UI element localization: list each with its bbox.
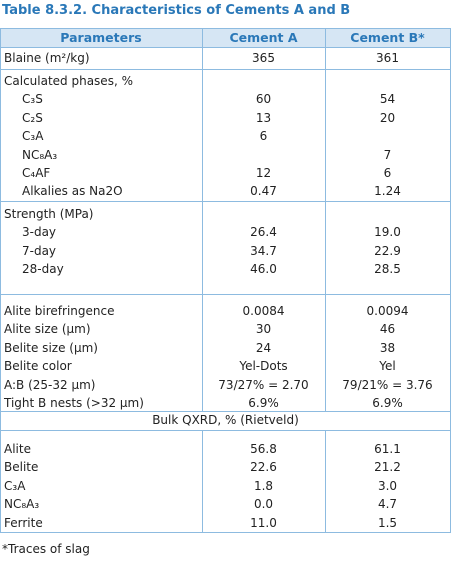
row-label: Blaine (m²/kg) xyxy=(4,51,90,65)
value-cell: 361 xyxy=(376,51,399,65)
column-divider xyxy=(325,28,326,48)
row-label: Belite color xyxy=(4,359,72,374)
header-cell: Cement B* xyxy=(350,30,425,45)
value-cell: 34.7 xyxy=(250,243,277,258)
row-label: Belite xyxy=(4,460,39,475)
row-label: C₃A xyxy=(4,478,26,493)
value-cell: 21.2 xyxy=(374,460,401,475)
value-cell: 6.9% xyxy=(248,396,279,410)
value-cell: 0.0094 xyxy=(366,304,409,318)
row-label: NC₈A₃ xyxy=(22,147,58,162)
row-label: NC₈A₃ xyxy=(4,497,40,512)
value-cell: 56.8 xyxy=(250,442,277,456)
row-label: C₃A xyxy=(22,129,44,144)
table-title: Table 8.3.2. Characteristics of Cements … xyxy=(2,3,351,18)
row-label: 3-day xyxy=(22,225,57,240)
value-cell: 3.0 xyxy=(377,478,398,493)
row-label: Tight B nests (>32 µm) xyxy=(4,396,144,410)
column-divider xyxy=(202,430,203,532)
column-divider xyxy=(325,294,326,411)
value-cell: 79/21% = 3.76 xyxy=(342,377,433,392)
row-label: Alite size (µm) xyxy=(4,322,91,337)
value-cell: 1.5 xyxy=(377,515,398,530)
value-cell: 28.5 xyxy=(374,262,401,277)
value-cell: 7 xyxy=(383,147,392,162)
value-cell: 0.47 xyxy=(250,184,277,199)
column-divider xyxy=(202,28,203,48)
value-cell: 26.4 xyxy=(250,225,277,240)
column-divider xyxy=(325,69,326,201)
row-label: C₄AF xyxy=(22,166,51,180)
value-cell: 4.7 xyxy=(377,497,398,512)
footnote: *Traces of slag xyxy=(2,542,90,556)
row-label: C₃S xyxy=(22,92,43,107)
row-label: Ferrite xyxy=(4,515,43,530)
value-cell: 0.0 xyxy=(253,497,274,512)
value-cell: 73/27% = 2.70 xyxy=(218,377,309,392)
value-cell: Yel-Dots xyxy=(239,359,288,374)
row-label: 28-day xyxy=(22,262,64,277)
column-divider xyxy=(325,47,326,69)
row-label: Alite xyxy=(4,442,31,456)
column-divider xyxy=(325,201,326,294)
row-label: 7-day xyxy=(22,243,57,258)
value-cell: 54 xyxy=(379,92,396,107)
header-cell: Parameters xyxy=(60,30,142,45)
value-cell: 6 xyxy=(383,166,392,180)
value-cell: 46.0 xyxy=(250,262,277,277)
column-divider xyxy=(325,430,326,532)
value-cell: 20 xyxy=(379,110,396,125)
value-cell: 24 xyxy=(255,340,272,355)
group-label: Calculated phases, % xyxy=(4,74,133,88)
value-cell: 1.8 xyxy=(253,478,274,493)
header-cell: Cement A xyxy=(229,30,298,45)
column-divider xyxy=(202,69,203,201)
row-label: A:B (25-32 µm) xyxy=(4,377,96,392)
value-cell: 365 xyxy=(252,51,275,65)
row-label: Alite birefringence xyxy=(4,304,115,318)
value-cell: 30 xyxy=(255,322,272,337)
column-divider xyxy=(202,47,203,69)
value-cell: 13 xyxy=(255,110,272,125)
group-label: Strength (MPa) xyxy=(4,207,94,221)
value-cell: 22.6 xyxy=(250,460,277,475)
value-cell: 46 xyxy=(379,322,396,337)
column-divider xyxy=(202,201,203,294)
value-cell: 22.9 xyxy=(374,243,401,258)
span-label: Bulk QXRD, % (Rietveld) xyxy=(152,413,299,427)
row-label: C₂S xyxy=(22,110,43,125)
value-cell: 61.1 xyxy=(374,442,401,456)
value-cell: 0.0084 xyxy=(242,304,285,318)
value-cell: 6 xyxy=(259,129,268,144)
row-label: Belite size (µm) xyxy=(4,340,98,355)
value-cell: 11.0 xyxy=(250,515,277,530)
value-cell: 12 xyxy=(255,166,272,180)
value-cell: 6.9% xyxy=(372,396,403,410)
value-cell: 60 xyxy=(255,92,272,107)
value-cell: 38 xyxy=(379,340,396,355)
value-cell: 19.0 xyxy=(374,225,401,240)
column-divider xyxy=(202,294,203,411)
row-label: Alkalies as Na2O xyxy=(22,184,123,199)
value-cell: 1.24 xyxy=(374,184,401,199)
value-cell: Yel xyxy=(379,359,396,374)
